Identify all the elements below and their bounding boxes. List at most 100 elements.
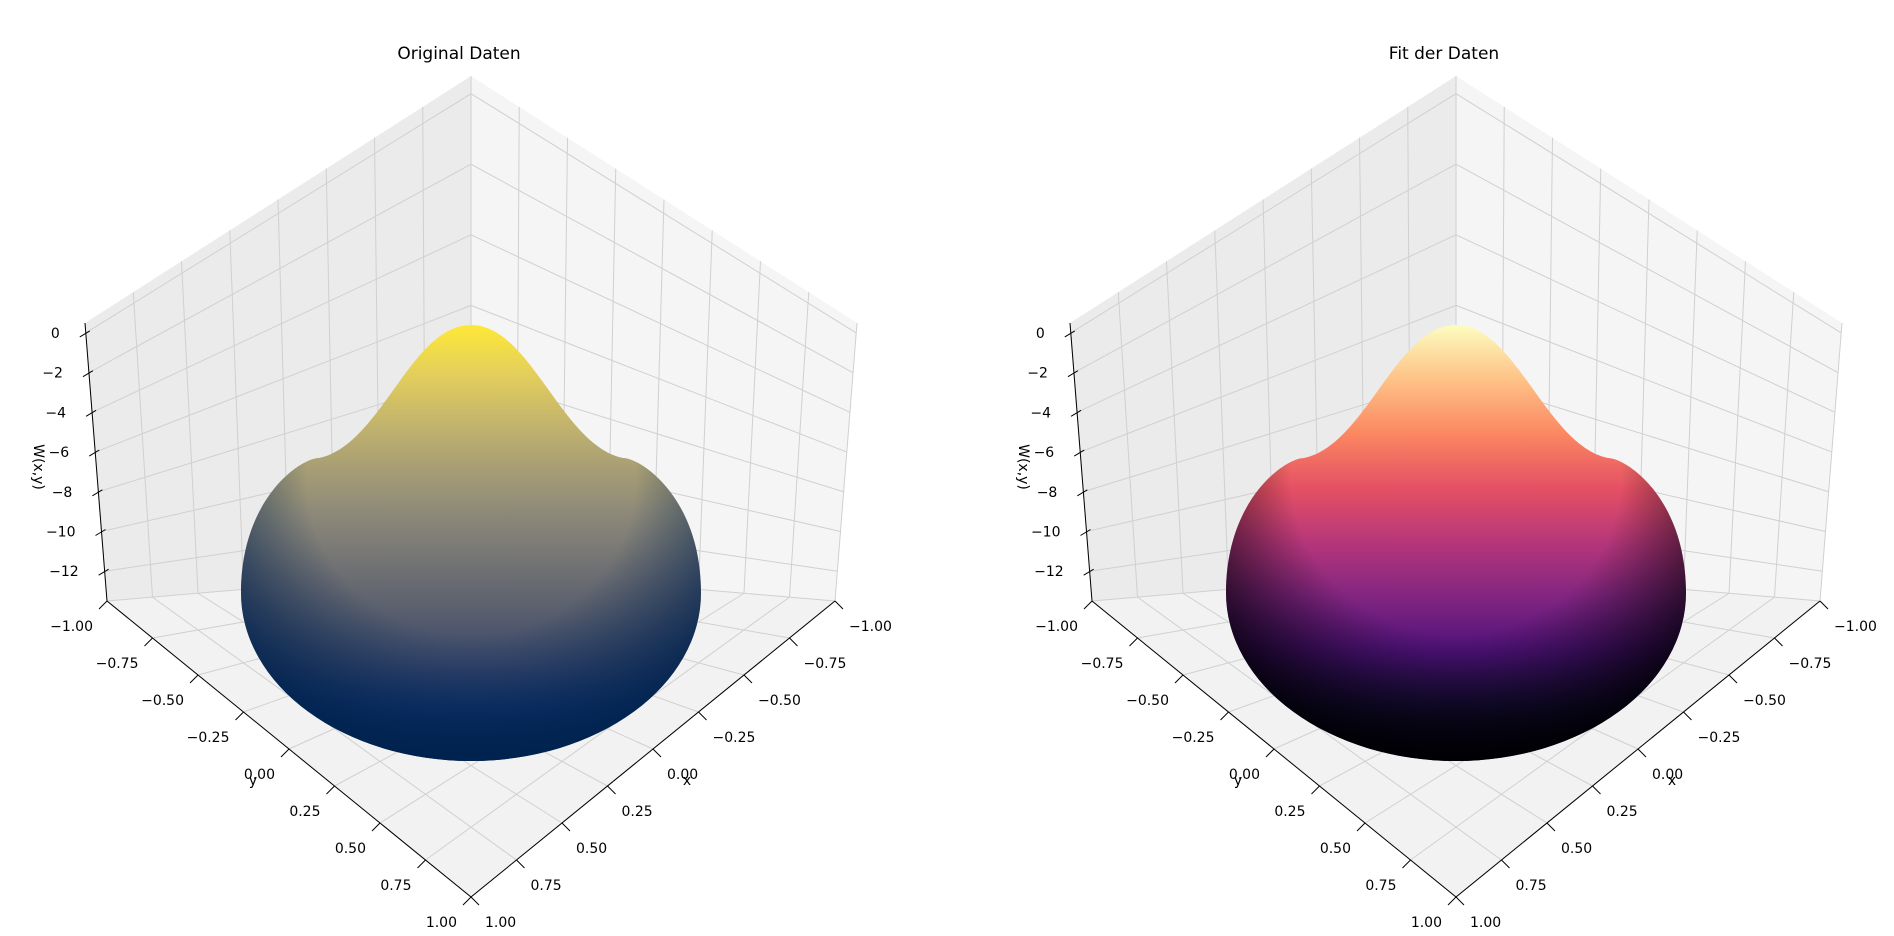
z-axis-line	[1069, 322, 1093, 602]
wall-grid-line	[1455, 163, 1839, 374]
z-tick	[82, 370, 94, 378]
x-tick	[1546, 822, 1556, 832]
x-axis-label: x	[1668, 773, 1676, 789]
y-axis-label: y	[1234, 773, 1242, 789]
y-tick	[1083, 600, 1093, 610]
surface-shading	[1226, 325, 1686, 761]
floor-grid-line	[1137, 596, 1502, 861]
wall-grid-line	[470, 93, 857, 334]
x-tick	[1683, 711, 1692, 721]
y-tick	[371, 822, 381, 832]
x-tick-label: 0.00	[667, 767, 698, 783]
x-tick-label: −1.00	[849, 619, 892, 635]
x-tick-label: 0.50	[1561, 841, 1592, 857]
z-tick	[98, 568, 109, 576]
z-tick-label: −10	[46, 525, 76, 541]
wall-grid-line	[1455, 304, 1832, 453]
y-tick-label: 0.50	[335, 841, 366, 857]
x-tick-label: 1.00	[485, 915, 516, 931]
wall-grid-line	[1166, 261, 1184, 594]
wall-grid-line	[1683, 230, 1698, 590]
y-axis: −1.00 −0.75 −0.50 −0.25 0.00 0.25 0.50 0.75 1.00	[50, 600, 472, 931]
x-tick	[1637, 748, 1647, 758]
x-tick-label: −0.50	[758, 693, 801, 709]
x-tick-label: −0.25	[1698, 730, 1741, 746]
wall-grid-line	[743, 261, 761, 594]
floor-grid-line	[152, 596, 517, 861]
chart-original-daten: Original Daten −1.00 −0.75 −0.50 −0.25 0.00 0…	[30, 44, 892, 931]
wall-grid-line	[1455, 93, 1842, 334]
y-tick	[326, 785, 335, 795]
y-tick-label: 0.25	[1274, 804, 1305, 820]
y-tick-label: 0.00	[1229, 767, 1260, 783]
y-tick	[1174, 674, 1184, 684]
z-tick	[1064, 330, 1076, 338]
chart-fit-der-daten: Fit der Daten −1.00 −0.75 −0.50 −0.25 0.00 0.…	[1015, 44, 1877, 931]
x-tick-label: −0.25	[713, 730, 756, 746]
z-tick-label: −2	[1027, 366, 1048, 382]
wall-grid-line	[470, 163, 854, 374]
z-axis: 0 −2 −4 −6 −8 −10 −12	[1027, 322, 1094, 602]
y-tick	[1402, 859, 1411, 869]
x-tick-label: 0.25	[1607, 804, 1638, 820]
x-tick	[652, 748, 662, 758]
wall-grid-line	[470, 234, 851, 413]
x-tick-label: 1.00	[1470, 915, 1501, 931]
wall-grid-line	[1076, 234, 1457, 413]
z-tick	[79, 330, 91, 338]
z-axis-line	[84, 322, 108, 602]
z-axis-label: W(x,y)	[30, 444, 46, 490]
z-tick	[88, 449, 100, 457]
y-tick	[1265, 748, 1275, 758]
x-tick	[1592, 785, 1601, 795]
y-tick	[1447, 896, 1457, 906]
z-tick-label: −4	[1030, 405, 1051, 421]
x-tick	[743, 674, 753, 684]
wall-grid-line	[834, 322, 858, 602]
x-tick	[561, 822, 571, 832]
z-tick	[92, 489, 103, 497]
y-tick-label: −1.00	[50, 619, 93, 635]
y-tick	[462, 896, 472, 906]
y-tick	[280, 748, 290, 758]
x-tick-label: 0.50	[576, 841, 607, 857]
z-tick-label: 0	[1036, 326, 1045, 342]
x-tick	[698, 711, 707, 721]
z-tick	[1083, 568, 1094, 576]
x-tick-label: 0.75	[531, 878, 562, 894]
y-tick-label: 1.00	[426, 915, 457, 931]
x-tick-label: 0.25	[622, 804, 653, 820]
x-axis-label: x	[683, 773, 691, 789]
wall-grid-line	[88, 163, 472, 374]
x-tick	[834, 600, 844, 610]
z-tick	[95, 529, 106, 536]
x-tick	[1774, 637, 1783, 647]
y-tick-label: −0.25	[1172, 730, 1215, 746]
z-axis-label: W(x,y)	[1015, 444, 1031, 490]
surface-shading	[241, 325, 701, 761]
wall-grid-line	[1070, 93, 1457, 334]
wall-grid-line	[1117, 292, 1138, 598]
wall-grid-line	[132, 292, 153, 598]
z-tick	[1070, 409, 1082, 417]
z-tick-label: −10	[1031, 525, 1061, 541]
x-tick	[789, 637, 798, 647]
z-tick	[1073, 449, 1085, 457]
y-tick-label: −0.50	[1126, 693, 1169, 709]
surface	[1226, 325, 1686, 761]
y-tick	[1220, 711, 1229, 721]
x-tick	[1501, 859, 1510, 869]
y-axis-label: y	[249, 773, 257, 789]
floor-grid-line	[1410, 596, 1775, 861]
x-tick	[1728, 674, 1738, 684]
y-tick-label: −1.00	[1035, 619, 1078, 635]
floor-grid-line	[425, 596, 790, 861]
z-tick	[1080, 529, 1091, 536]
surface	[241, 325, 701, 761]
z-tick-label: −8	[1037, 485, 1058, 501]
x-tick-label: −1.00	[1834, 619, 1877, 635]
x-tick-label: 0.75	[1516, 878, 1547, 894]
wall-grid-line	[1455, 234, 1836, 413]
y-axis: −1.00 −0.75 −0.50 −0.25 0.00 0.25 0.50 0.75 1.00	[1035, 600, 1457, 931]
y-tick-label: 0.75	[1365, 878, 1396, 894]
